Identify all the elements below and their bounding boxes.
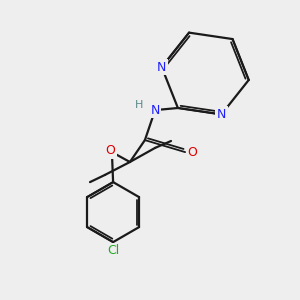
Text: Cl: Cl: [107, 244, 119, 257]
Text: N: N: [217, 108, 226, 121]
Text: N: N: [150, 103, 160, 117]
Text: O: O: [106, 144, 115, 157]
Text: O: O: [188, 146, 197, 159]
Text: H: H: [135, 100, 144, 110]
Text: N: N: [157, 61, 166, 74]
